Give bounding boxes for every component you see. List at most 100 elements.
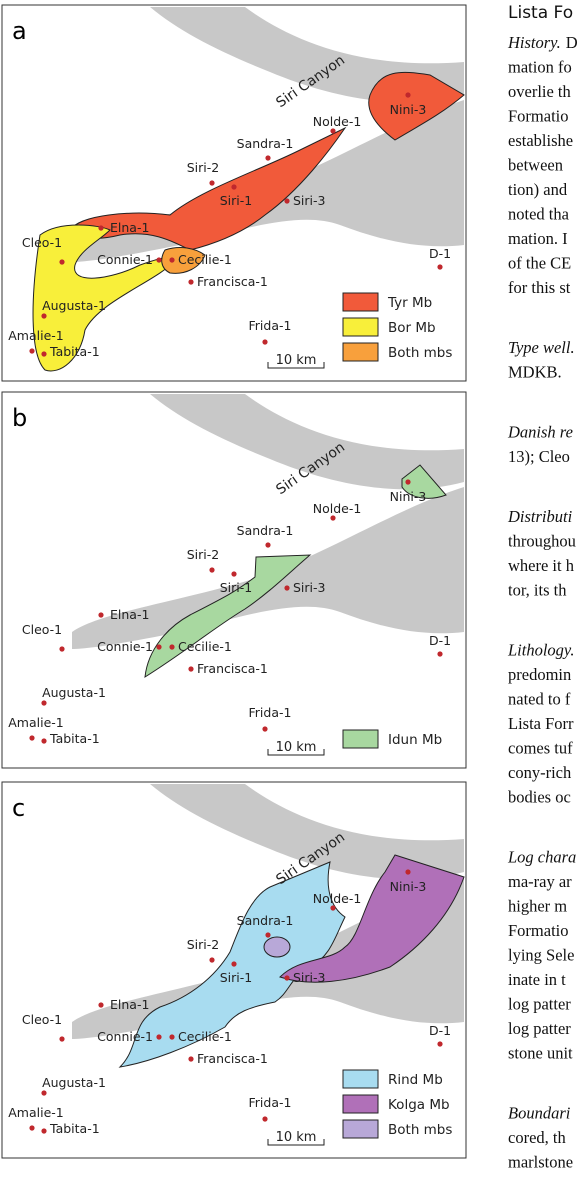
well-dot xyxy=(262,339,268,345)
well-dot xyxy=(265,932,271,938)
well-dot xyxy=(156,257,162,263)
paragraph-lead: Danish re xyxy=(507,423,573,442)
panel-label: a xyxy=(12,17,27,45)
legend-label: Idun Mb xyxy=(388,732,442,748)
paragraph-line: comes tuf xyxy=(508,739,573,758)
well-dot xyxy=(437,264,443,270)
scale-bar xyxy=(267,1139,325,1146)
well-label: Francisca-1 xyxy=(197,274,268,289)
legend-swatch xyxy=(342,342,379,362)
legend-swatch xyxy=(342,292,379,312)
well-dot xyxy=(59,259,65,265)
legend-swatch xyxy=(342,729,379,749)
well-dot xyxy=(209,180,215,186)
well-label: D-1 xyxy=(429,633,451,648)
well-label: Augusta-1 xyxy=(42,1075,106,1090)
well-label: D-1 xyxy=(429,246,451,261)
paragraph-line: Formatio xyxy=(508,921,569,940)
well-label: Connie-1 xyxy=(97,1029,153,1044)
well-dot xyxy=(405,92,411,98)
legend-swatch xyxy=(342,1069,379,1089)
well-label: Siri-1 xyxy=(220,193,252,208)
paragraph-line: lying Sele xyxy=(508,946,574,965)
well-label: Elna-1 xyxy=(110,220,149,235)
scale-label: 10 km xyxy=(276,353,317,368)
well-dot xyxy=(169,1034,175,1040)
well-dot xyxy=(156,644,162,650)
paragraph-first-line: Danish re xyxy=(507,423,573,442)
paragraph-line: stone unit xyxy=(508,1044,573,1063)
well-dot xyxy=(188,279,194,285)
well-dot xyxy=(284,975,290,981)
paragraph-first-line: History. D xyxy=(507,33,578,52)
well-dot xyxy=(98,1002,104,1008)
paragraph-line: where it h xyxy=(508,556,575,575)
paragraph-line: nated to f xyxy=(508,690,571,709)
well-label: Connie-1 xyxy=(97,639,153,654)
well-dot xyxy=(98,225,104,231)
well-dot xyxy=(41,1128,47,1134)
well-label: Francisca-1 xyxy=(197,661,268,676)
well-label: Siri-2 xyxy=(187,547,219,562)
legend-swatch xyxy=(342,1094,379,1114)
well-dot xyxy=(169,257,175,263)
well-label: Frida-1 xyxy=(249,318,292,333)
well-dot xyxy=(169,644,175,650)
well-dot xyxy=(156,1034,162,1040)
well-label: Tabita-1 xyxy=(49,1121,100,1136)
well-label: Sandra-1 xyxy=(237,136,294,151)
well-label: Cecilie-1 xyxy=(178,1029,232,1044)
legend-label: Both mbs xyxy=(388,345,452,361)
well-dot xyxy=(209,957,215,963)
paragraph-first-line: Type well. xyxy=(508,338,575,357)
paragraph-line: higher m xyxy=(508,897,567,916)
map-panel: Siri CanyoncNini-3Nolde-1Sandra-1Siri-2S… xyxy=(1,781,467,1159)
paragraph-line: establishe xyxy=(508,131,573,150)
member-area xyxy=(279,854,465,983)
well-dot xyxy=(265,542,271,548)
well-dot xyxy=(231,571,237,577)
map-panel: Siri CanyonbNini-3Nolde-1Sandra-1Siri-2S… xyxy=(1,391,467,769)
paragraph-lead: Lithology. xyxy=(507,641,574,660)
paragraph-text: D xyxy=(566,33,578,52)
paragraph-lead: Boundari xyxy=(508,1104,571,1123)
well-dot xyxy=(405,869,411,875)
well-label: Elna-1 xyxy=(110,997,149,1012)
legend-swatch xyxy=(342,317,379,337)
well-label: Siri-1 xyxy=(220,580,252,595)
paragraph-line: log patter xyxy=(508,995,571,1014)
paragraph-lead: Distributi xyxy=(507,507,573,526)
paragraph-line: bodies oc xyxy=(508,788,571,807)
well-label: D-1 xyxy=(429,1023,451,1038)
well-label: Amalie-1 xyxy=(8,1105,64,1120)
paragraph-line: for this st xyxy=(508,278,571,297)
legend-label: Bor Mb xyxy=(388,320,436,336)
well-dot xyxy=(265,155,271,161)
well-label: Siri-3 xyxy=(293,970,325,985)
well-dot xyxy=(405,479,411,485)
canyon-floor xyxy=(72,487,464,649)
well-label: Nini-3 xyxy=(390,102,427,117)
well-dot xyxy=(29,1125,35,1131)
paragraph-line: overlie th xyxy=(508,82,572,101)
map-panel: Siri CanyonaNini-3Nolde-1Sandra-1Siri-2S… xyxy=(1,4,467,382)
panel-label: b xyxy=(12,404,27,432)
well-label: Sandra-1 xyxy=(237,523,294,538)
well-label: Cecilie-1 xyxy=(178,252,232,267)
well-dot xyxy=(284,198,290,204)
legend-label: Both mbs xyxy=(388,1122,452,1138)
legend-swatch xyxy=(342,1119,379,1139)
scale-label: 10 km xyxy=(276,1130,317,1145)
well-dot xyxy=(209,567,215,573)
well-label: Frida-1 xyxy=(249,1095,292,1110)
well-label: Nini-3 xyxy=(390,879,427,894)
well-label: Cleo-1 xyxy=(22,622,62,637)
paragraph-line: marlstone xyxy=(508,1153,573,1172)
canyon-floor xyxy=(72,877,464,1039)
well-label: Siri-2 xyxy=(187,160,219,175)
paragraph-first-line: Distributi xyxy=(507,507,573,526)
well-label: Cleo-1 xyxy=(22,235,62,250)
maps: Siri CanyonaNini-3Nolde-1Sandra-1Siri-2S… xyxy=(1,4,467,1159)
scale-bar xyxy=(267,749,325,756)
